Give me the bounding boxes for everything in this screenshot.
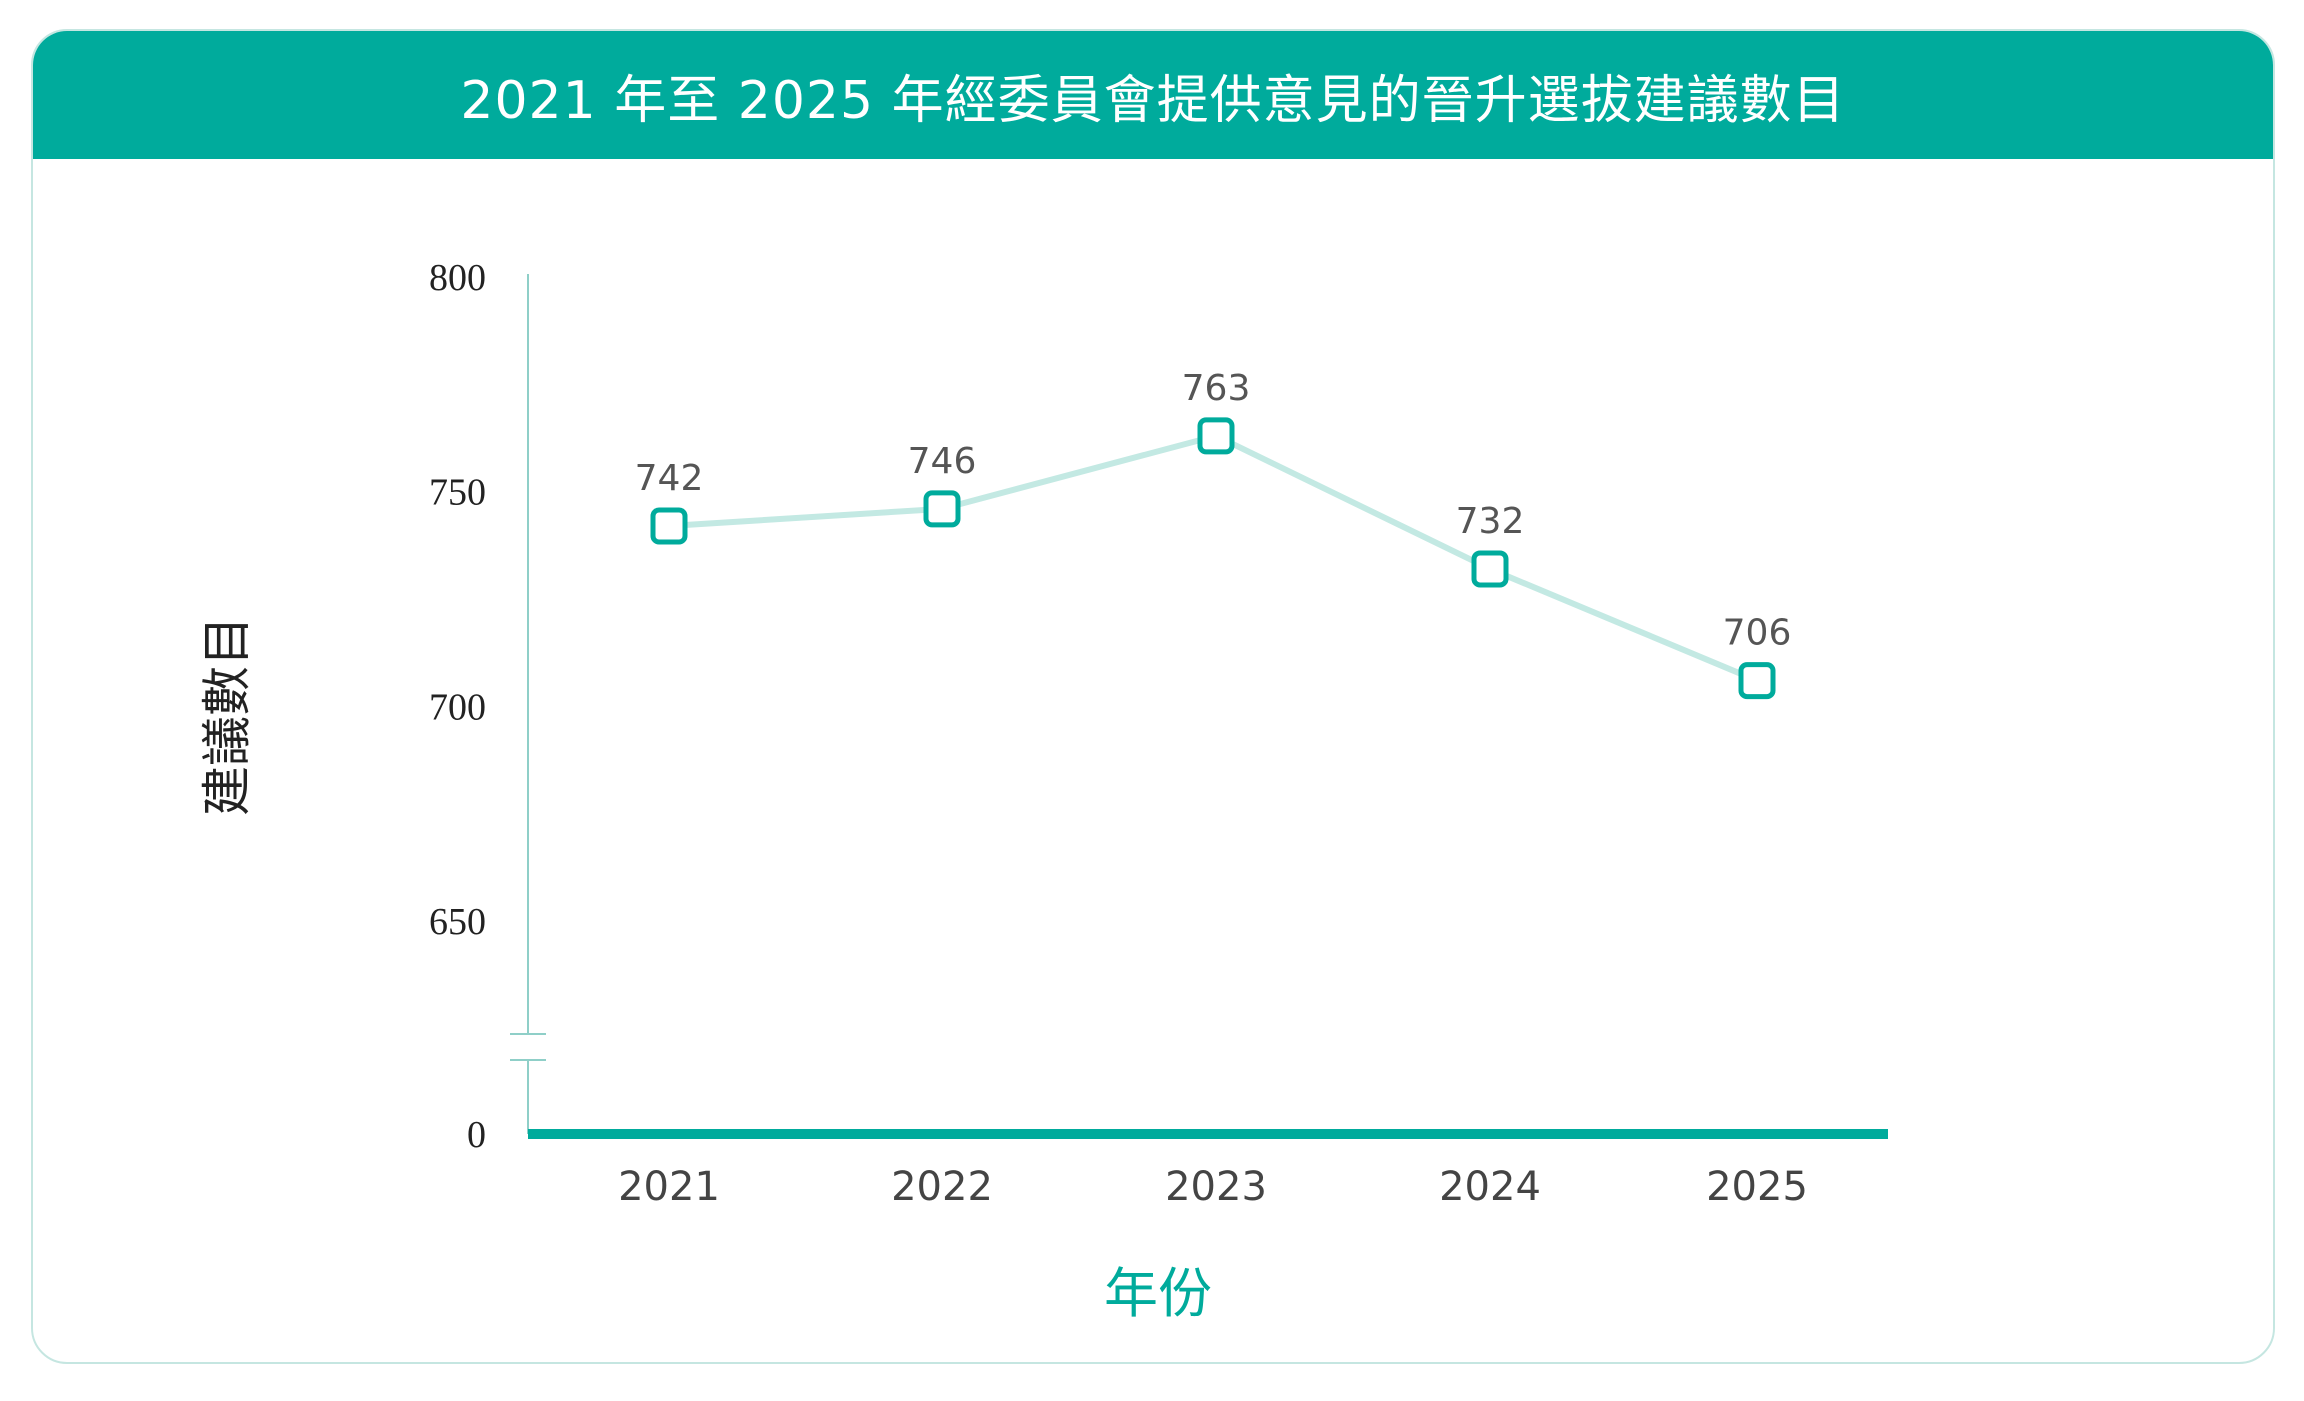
data-point-2024 [1471, 550, 1509, 588]
data-points [650, 417, 1776, 700]
x-tick-labels: 2021 2022 2023 2024 2025 [618, 1164, 1808, 1210]
series-path [668, 432, 1759, 684]
x-tick-label-2022: 2022 [891, 1164, 993, 1210]
series-line [668, 432, 1759, 684]
data-label-2023: 763 [1182, 368, 1251, 409]
data-labels: 742 746 763 732 706 [635, 368, 1792, 654]
x-tick-label-2023: 2023 [1165, 1164, 1267, 1210]
y-tick-labels: 800 750 700 650 0 [429, 257, 486, 1156]
chart-card: 2021 年至 2025 年經委員會提供意見的晉升選拔建議數目 [31, 29, 2275, 1364]
data-label-2021: 742 [635, 458, 704, 499]
y-tick-label-750: 750 [429, 472, 486, 514]
y-tick-label-700: 700 [429, 686, 486, 728]
chart-title: 2021 年至 2025 年經委員會提供意見的晉升選拔建議數目 [460, 70, 1846, 131]
y-tick-label-0: 0 [467, 1114, 486, 1156]
x-axis-label: 年份 [1104, 1262, 1212, 1325]
x-axis-baseline [528, 1129, 1888, 1139]
x-tick-label-2021: 2021 [618, 1164, 720, 1210]
x-tick-label-2025: 2025 [1706, 1164, 1808, 1210]
data-point-2021 [650, 507, 688, 545]
axes [510, 274, 1888, 1139]
y-tick-label-800: 800 [429, 257, 486, 299]
chart-header: 2021 年至 2025 年經委員會提供意見的晉升選拔建議數目 [33, 31, 2273, 159]
y-tick-label-650: 650 [429, 901, 486, 943]
x-tick-label-2024: 2024 [1439, 1164, 1541, 1210]
data-label-2022: 746 [908, 441, 977, 482]
data-label-2025: 706 [1723, 613, 1792, 654]
data-point-2022 [923, 490, 961, 528]
data-label-2024: 732 [1456, 501, 1525, 542]
data-point-2025 [1738, 662, 1776, 700]
data-point-2023 [1197, 417, 1235, 455]
y-axis-label: 建議數目 [198, 616, 256, 816]
